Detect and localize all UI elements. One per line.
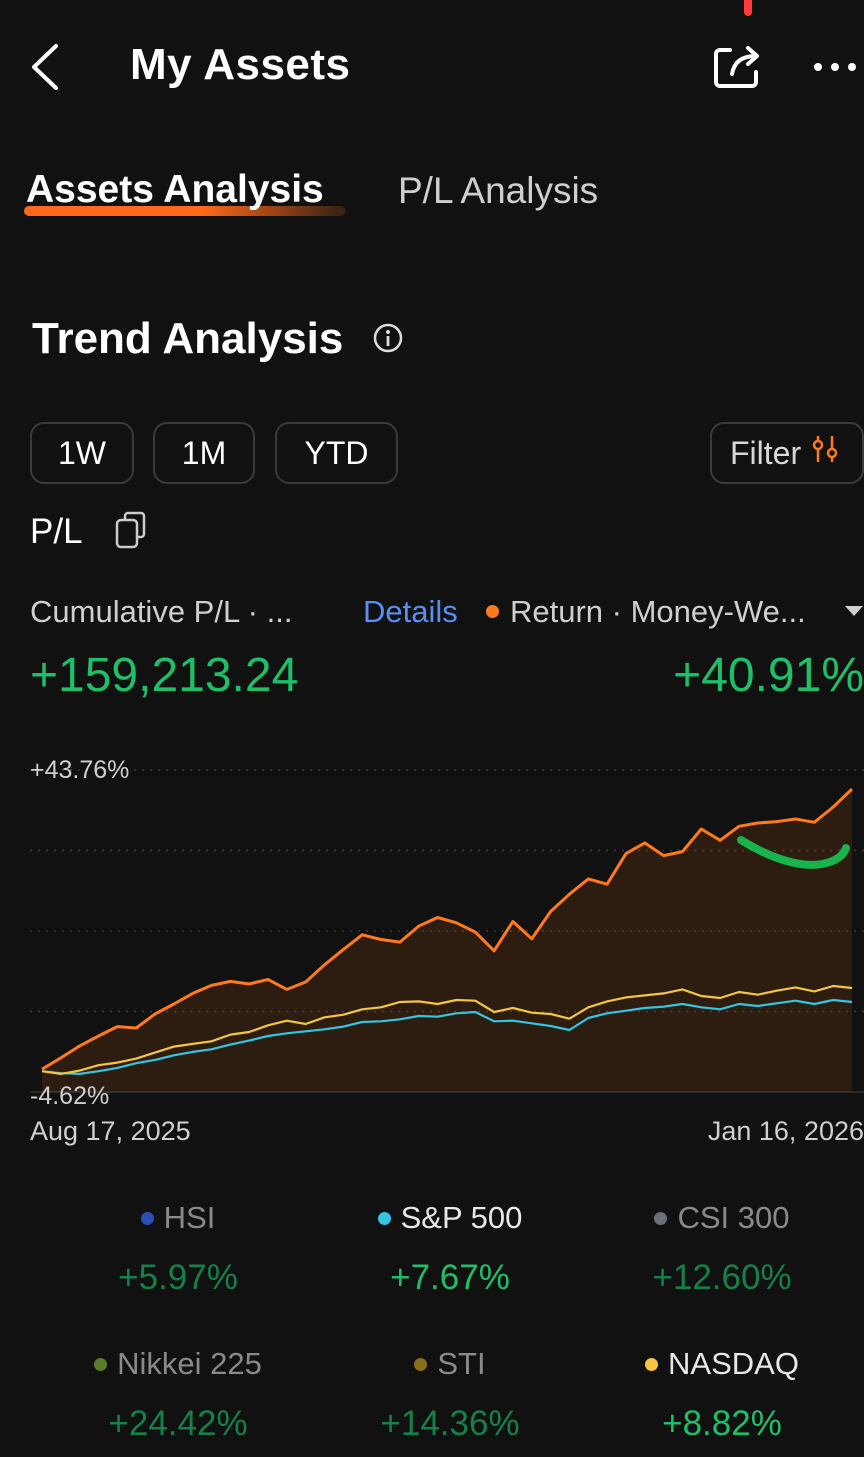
copy-icon[interactable]	[114, 510, 148, 550]
benchmark-name: S&P 500	[310, 1200, 590, 1236]
series-line	[41, 998, 853, 1075]
tab-pl-analysis[interactable]: P/L Analysis	[398, 170, 599, 211]
series-line	[41, 984, 853, 1075]
series-line	[41, 787, 854, 1071]
details-link[interactable]: Details	[363, 594, 458, 629]
filter-button[interactable]: Filter	[710, 422, 864, 484]
benchmark-dot	[94, 1357, 108, 1371]
benchmark-dot	[140, 1211, 154, 1225]
benchmark-name: Nikkei 225	[38, 1346, 318, 1382]
benchmark-item[interactable]: S&P 500 +7.67%	[310, 1200, 590, 1298]
y-axis-min-label: -4.62%	[30, 1082, 110, 1110]
benchmark-item[interactable]: NASDAQ +8.82%	[582, 1346, 862, 1444]
filter-label: Filter	[730, 434, 802, 471]
pl-label: P/L	[30, 512, 83, 551]
section-title: Trend Analysis	[32, 314, 344, 363]
benchmark-item[interactable]: HSI +5.97%	[38, 1200, 318, 1298]
return-area-fill	[42, 789, 852, 1092]
range-1w-button[interactable]: 1W	[30, 422, 134, 484]
chevron-left-icon[interactable]	[28, 42, 68, 92]
benchmark-label: HSI	[163, 1200, 216, 1235]
tab-assets-analysis[interactable]: Assets Analysis	[26, 168, 324, 211]
cumulative-pl-selector[interactable]: Cumulative P/L · ...	[30, 594, 293, 629]
benchmark-dot	[654, 1211, 668, 1225]
benchmark-label: Nikkei 225	[117, 1346, 262, 1381]
benchmark-value: +5.97%	[118, 1258, 238, 1297]
benchmark-value: +12.60%	[652, 1258, 792, 1297]
x-axis-end-label: Jan 16, 2026	[707, 1116, 864, 1146]
share-icon[interactable]	[712, 42, 764, 92]
more-horizontal-icon[interactable]	[808, 52, 862, 82]
info-icon[interactable]	[372, 322, 404, 354]
caret-down-icon[interactable]	[844, 604, 864, 618]
page-title: My Assets	[130, 40, 351, 89]
benchmark-label: STI	[437, 1346, 486, 1381]
annotation-mark	[737, 836, 850, 869]
sliders-icon	[811, 434, 839, 472]
trend-chart[interactable]	[30, 750, 864, 1150]
benchmark-value: +7.67%	[390, 1258, 510, 1297]
benchmark-item[interactable]: Nikkei 225 +24.42%	[38, 1346, 318, 1444]
benchmark-dot	[414, 1357, 428, 1371]
benchmark-name: STI	[310, 1346, 590, 1382]
return-value: +40.91%	[673, 649, 864, 702]
status-indicator	[744, 0, 752, 16]
benchmark-label: CSI 300	[677, 1200, 790, 1235]
x-axis-start-label: Aug 17, 2025	[30, 1116, 191, 1146]
range-1m-button[interactable]: 1M	[153, 422, 255, 484]
return-type-selector[interactable]: Return · Money-We...	[510, 594, 806, 629]
benchmark-name: NASDAQ	[582, 1346, 862, 1382]
benchmark-item[interactable]: STI +14.36%	[310, 1346, 590, 1444]
benchmark-value: +14.36%	[380, 1404, 520, 1443]
benchmark-value: +8.82%	[662, 1404, 782, 1443]
benchmark-dot	[645, 1357, 659, 1371]
y-axis-max-label: +43.76%	[30, 756, 130, 784]
benchmark-value: +24.42%	[108, 1404, 248, 1443]
range-ytd-button[interactable]: YTD	[275, 422, 398, 484]
benchmark-name: HSI	[38, 1200, 318, 1236]
return-legend-dot	[486, 605, 499, 618]
benchmark-label: NASDAQ	[668, 1346, 799, 1381]
active-tab-indicator	[24, 206, 346, 216]
benchmark-name: CSI 300	[582, 1200, 862, 1236]
cumulative-pl-value: +159,213.24	[30, 649, 299, 702]
benchmark-label: S&P 500	[400, 1200, 523, 1235]
benchmark-item[interactable]: CSI 300 +12.60%	[582, 1200, 862, 1298]
benchmark-dot	[377, 1211, 391, 1225]
